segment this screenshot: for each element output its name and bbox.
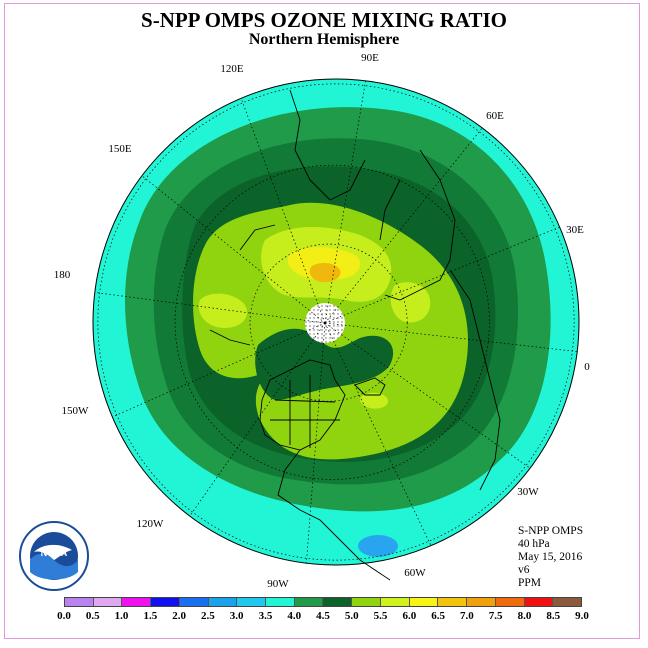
map-subtitle: Northern Hemisphere xyxy=(248,31,400,48)
greenland-outline xyxy=(354,377,386,396)
meridian-line xyxy=(141,175,326,324)
colorbar-tick-label: 4.5 xyxy=(316,610,330,622)
colorbar-tick-label: 1.0 xyxy=(114,610,129,622)
map-title: S-NPP OMPS OZONE MIXING RATIO xyxy=(141,8,507,32)
ozone-field xyxy=(93,79,579,565)
colorbar-tick-label: 0.0 xyxy=(57,610,71,622)
colorbar-segment xyxy=(179,598,209,606)
svg-text:NOAA: NOAA xyxy=(41,548,68,558)
coastlines xyxy=(209,89,501,581)
colorbar-segment xyxy=(467,598,496,606)
colorbar-tick-label: 5.0 xyxy=(344,610,359,622)
map-boundary-circle xyxy=(92,78,580,566)
info-instrument: S-NPP OMPS xyxy=(518,525,584,537)
asia-pacific-coast xyxy=(289,89,366,201)
colorbar-segment xyxy=(409,598,439,606)
colorbar-tick-label: 6.0 xyxy=(402,610,417,622)
colorbar-tick-label: 1.5 xyxy=(143,610,158,622)
colorbar-segment xyxy=(495,598,525,606)
colorbar-tick-label: 5.5 xyxy=(373,610,388,622)
meridian-line xyxy=(324,127,483,324)
colorbar-tick-label: 8.5 xyxy=(546,610,561,622)
longitude-label: 180 xyxy=(54,269,71,281)
contour-6-0-europe xyxy=(390,282,431,323)
noaa-logo: NOAA xyxy=(18,520,90,597)
parallel-circle xyxy=(249,243,408,402)
longitude-label: 30W xyxy=(517,486,539,498)
colorbar-tick-label: 3.5 xyxy=(258,610,273,622)
bering-coast xyxy=(209,224,276,346)
longitude-label: 90W xyxy=(267,578,289,590)
north-america-outline xyxy=(259,359,346,451)
longitude-labels: 90E 60E 30E 0 30W 60W 90W 120W 150W 180 150E 120E xyxy=(54,52,591,590)
figure-frame xyxy=(4,3,640,639)
colorbar-tick-label: 3.0 xyxy=(229,610,244,622)
info-version: v6 xyxy=(518,564,530,576)
eurasia-outline xyxy=(379,149,456,301)
colorbar-segment xyxy=(380,598,410,606)
colorbar-segment xyxy=(151,598,180,606)
us-state-lines xyxy=(270,375,340,448)
longitude-label: 120E xyxy=(220,63,244,75)
meridian-line xyxy=(324,322,531,469)
longitude-label: 120W xyxy=(137,518,165,530)
colorbar-segment xyxy=(323,598,353,606)
info-date: May 15, 2016 xyxy=(518,551,583,563)
longitude-label: 30E xyxy=(566,224,584,236)
longitude-label: 90E xyxy=(361,52,379,64)
colorbar xyxy=(64,597,582,607)
colorbar-tick-label: 2.0 xyxy=(172,610,186,622)
colorbar-tick-label: 9.0 xyxy=(575,610,589,622)
lat-lon-grid xyxy=(94,80,578,564)
colorbar-segment xyxy=(208,598,238,606)
low-ozone-patch-atlantic xyxy=(358,535,398,557)
colorbar-segment xyxy=(65,598,94,606)
colorbar-segment xyxy=(294,598,324,606)
meridian-line xyxy=(94,292,326,324)
longitude-label: 0 xyxy=(584,361,590,373)
contour-6-0-pacific xyxy=(198,293,248,328)
colorbar-segment xyxy=(352,598,381,606)
colorbar-tick-label: 4.0 xyxy=(287,610,302,622)
info-units: PPM xyxy=(518,577,542,589)
longitude-label: 150E xyxy=(108,143,132,155)
contour-7-0 xyxy=(309,262,341,283)
colorbar-tick-label: 7.5 xyxy=(488,610,503,622)
africa-europe-outline xyxy=(449,269,501,491)
info-level: 40 hPa xyxy=(518,538,550,550)
meridian-line xyxy=(112,322,326,418)
longitude-label: 60W xyxy=(404,567,426,579)
longitude-label: 150W xyxy=(62,405,90,417)
colorbar-ticks: 0.0 0.5 1.0 1.5 2.0 2.5 3.0 3.5 4.0 4.5 5.0 5.5 6.0 6… xyxy=(0,610,648,624)
colorbar-segment xyxy=(237,598,267,606)
colorbar-segment xyxy=(266,598,295,606)
colorbar-segment xyxy=(122,598,152,606)
longitude-label: 60E xyxy=(486,110,504,122)
colorbar-tick-label: 6.5 xyxy=(431,610,445,622)
contour-6-0-atlantic xyxy=(359,392,389,409)
colorbar-segment xyxy=(93,598,123,606)
colorbar-segment xyxy=(524,598,554,606)
parallel-circle xyxy=(174,164,490,480)
central-america-outline xyxy=(277,449,391,581)
meridian-line xyxy=(324,80,366,324)
meridian-line xyxy=(324,322,432,546)
colorbar-tick-label: 2.5 xyxy=(201,610,215,622)
colorbar-tick-label: 0.5 xyxy=(85,610,100,622)
colorbar-tick-label: 8.0 xyxy=(517,610,532,622)
parallel-circle xyxy=(97,83,575,561)
colorbar-segment xyxy=(438,598,468,606)
colorbar-tick-label: 7.0 xyxy=(460,610,474,622)
product-info: S-NPP OMPS 40 hPa May 15, 2016 v6 PPM xyxy=(518,525,583,590)
meridian-line xyxy=(189,322,326,517)
colorbar-segment xyxy=(553,598,581,606)
